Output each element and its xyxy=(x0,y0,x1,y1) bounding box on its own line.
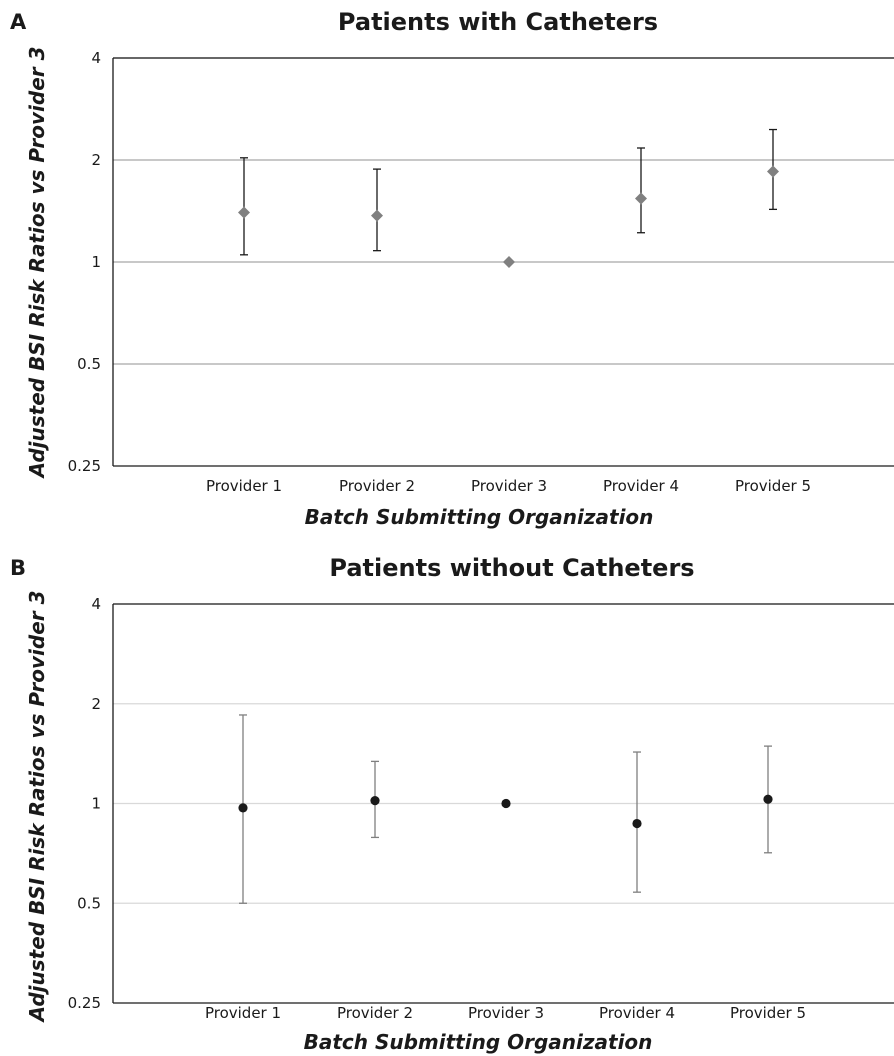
x-tick-label: Provider 5 xyxy=(730,1004,806,1022)
grid-layer xyxy=(113,57,894,365)
data-point xyxy=(635,192,647,205)
data-point xyxy=(370,796,380,806)
data-point xyxy=(503,256,515,268)
data-point xyxy=(767,165,779,178)
y-tick-label: 2 xyxy=(91,695,101,713)
data-points xyxy=(238,165,779,268)
y-tick-label: 0.25 xyxy=(68,457,101,475)
data-point xyxy=(371,209,383,222)
chart-title: Patients with Catheters xyxy=(338,8,658,36)
panel-letter: A xyxy=(10,10,27,34)
error-bar xyxy=(240,157,248,256)
y-tick-label: 0.5 xyxy=(77,894,101,912)
x-tick-labels: Provider 1 Provider 2 Provider 3 Provider 4… xyxy=(205,1004,806,1022)
y-tick-label: 0.25 xyxy=(68,994,101,1012)
data-point xyxy=(763,794,773,804)
y-axis-label: Adjusted BSI Risk Ratios vs Provider 3 xyxy=(25,590,49,1023)
data-points xyxy=(238,794,773,829)
y-tick-label: 0.5 xyxy=(77,355,101,373)
plot-frame xyxy=(112,57,894,467)
error-bar xyxy=(637,147,645,234)
grid-layer xyxy=(113,603,894,904)
error-bars xyxy=(239,714,772,904)
x-tick-labels: Provider 1 Provider 2 Provider 3 Provider 4… xyxy=(206,477,811,495)
x-tick-label: Provider 1 xyxy=(205,1004,281,1022)
x-tick-label: Provider 4 xyxy=(603,477,679,495)
y-tick-label: 1 xyxy=(91,795,101,813)
data-point xyxy=(501,798,511,809)
chart-panel-b: B Patients without Catheters 0.250.5124 … xyxy=(10,554,894,1054)
y-tick-labels: 0.25 0.5 1 2 4 xyxy=(68,595,101,1012)
x-axis-label: Batch Submitting Organization xyxy=(305,505,654,529)
x-tick-label: Provider 3 xyxy=(468,1004,544,1022)
x-tick-label: Provider 4 xyxy=(599,1004,675,1022)
y-tick-label: 4 xyxy=(91,49,101,67)
plot-frame xyxy=(112,603,894,1004)
x-tick-label: Provider 2 xyxy=(339,477,415,495)
chart-title: Patients without Catheters xyxy=(329,554,694,582)
error-bars xyxy=(240,128,777,256)
chart-panel-a: A Patients with Catheters 0.25 0.5 1 2 4 Pro… xyxy=(10,8,894,529)
y-tick-label: 2 xyxy=(91,151,101,169)
data-point xyxy=(238,206,250,219)
x-tick-label: Provider 2 xyxy=(337,1004,413,1022)
x-axis-label: Batch Submitting Organization xyxy=(304,1030,653,1054)
y-tick-label: 4 xyxy=(91,595,101,613)
y-tick-label: 1 xyxy=(91,253,101,271)
data-point xyxy=(632,818,642,829)
x-tick-label: Provider 3 xyxy=(471,477,547,495)
y-tick-labels: 0.25 0.5 1 2 4 xyxy=(68,49,101,475)
x-tick-label: Provider 5 xyxy=(735,477,811,495)
data-point xyxy=(238,803,248,813)
y-axis-label: Adjusted BSI Risk Ratios vs Provider 3 xyxy=(25,46,49,479)
x-tick-label: Provider 1 xyxy=(206,477,282,495)
panel-letter: B xyxy=(10,556,26,580)
